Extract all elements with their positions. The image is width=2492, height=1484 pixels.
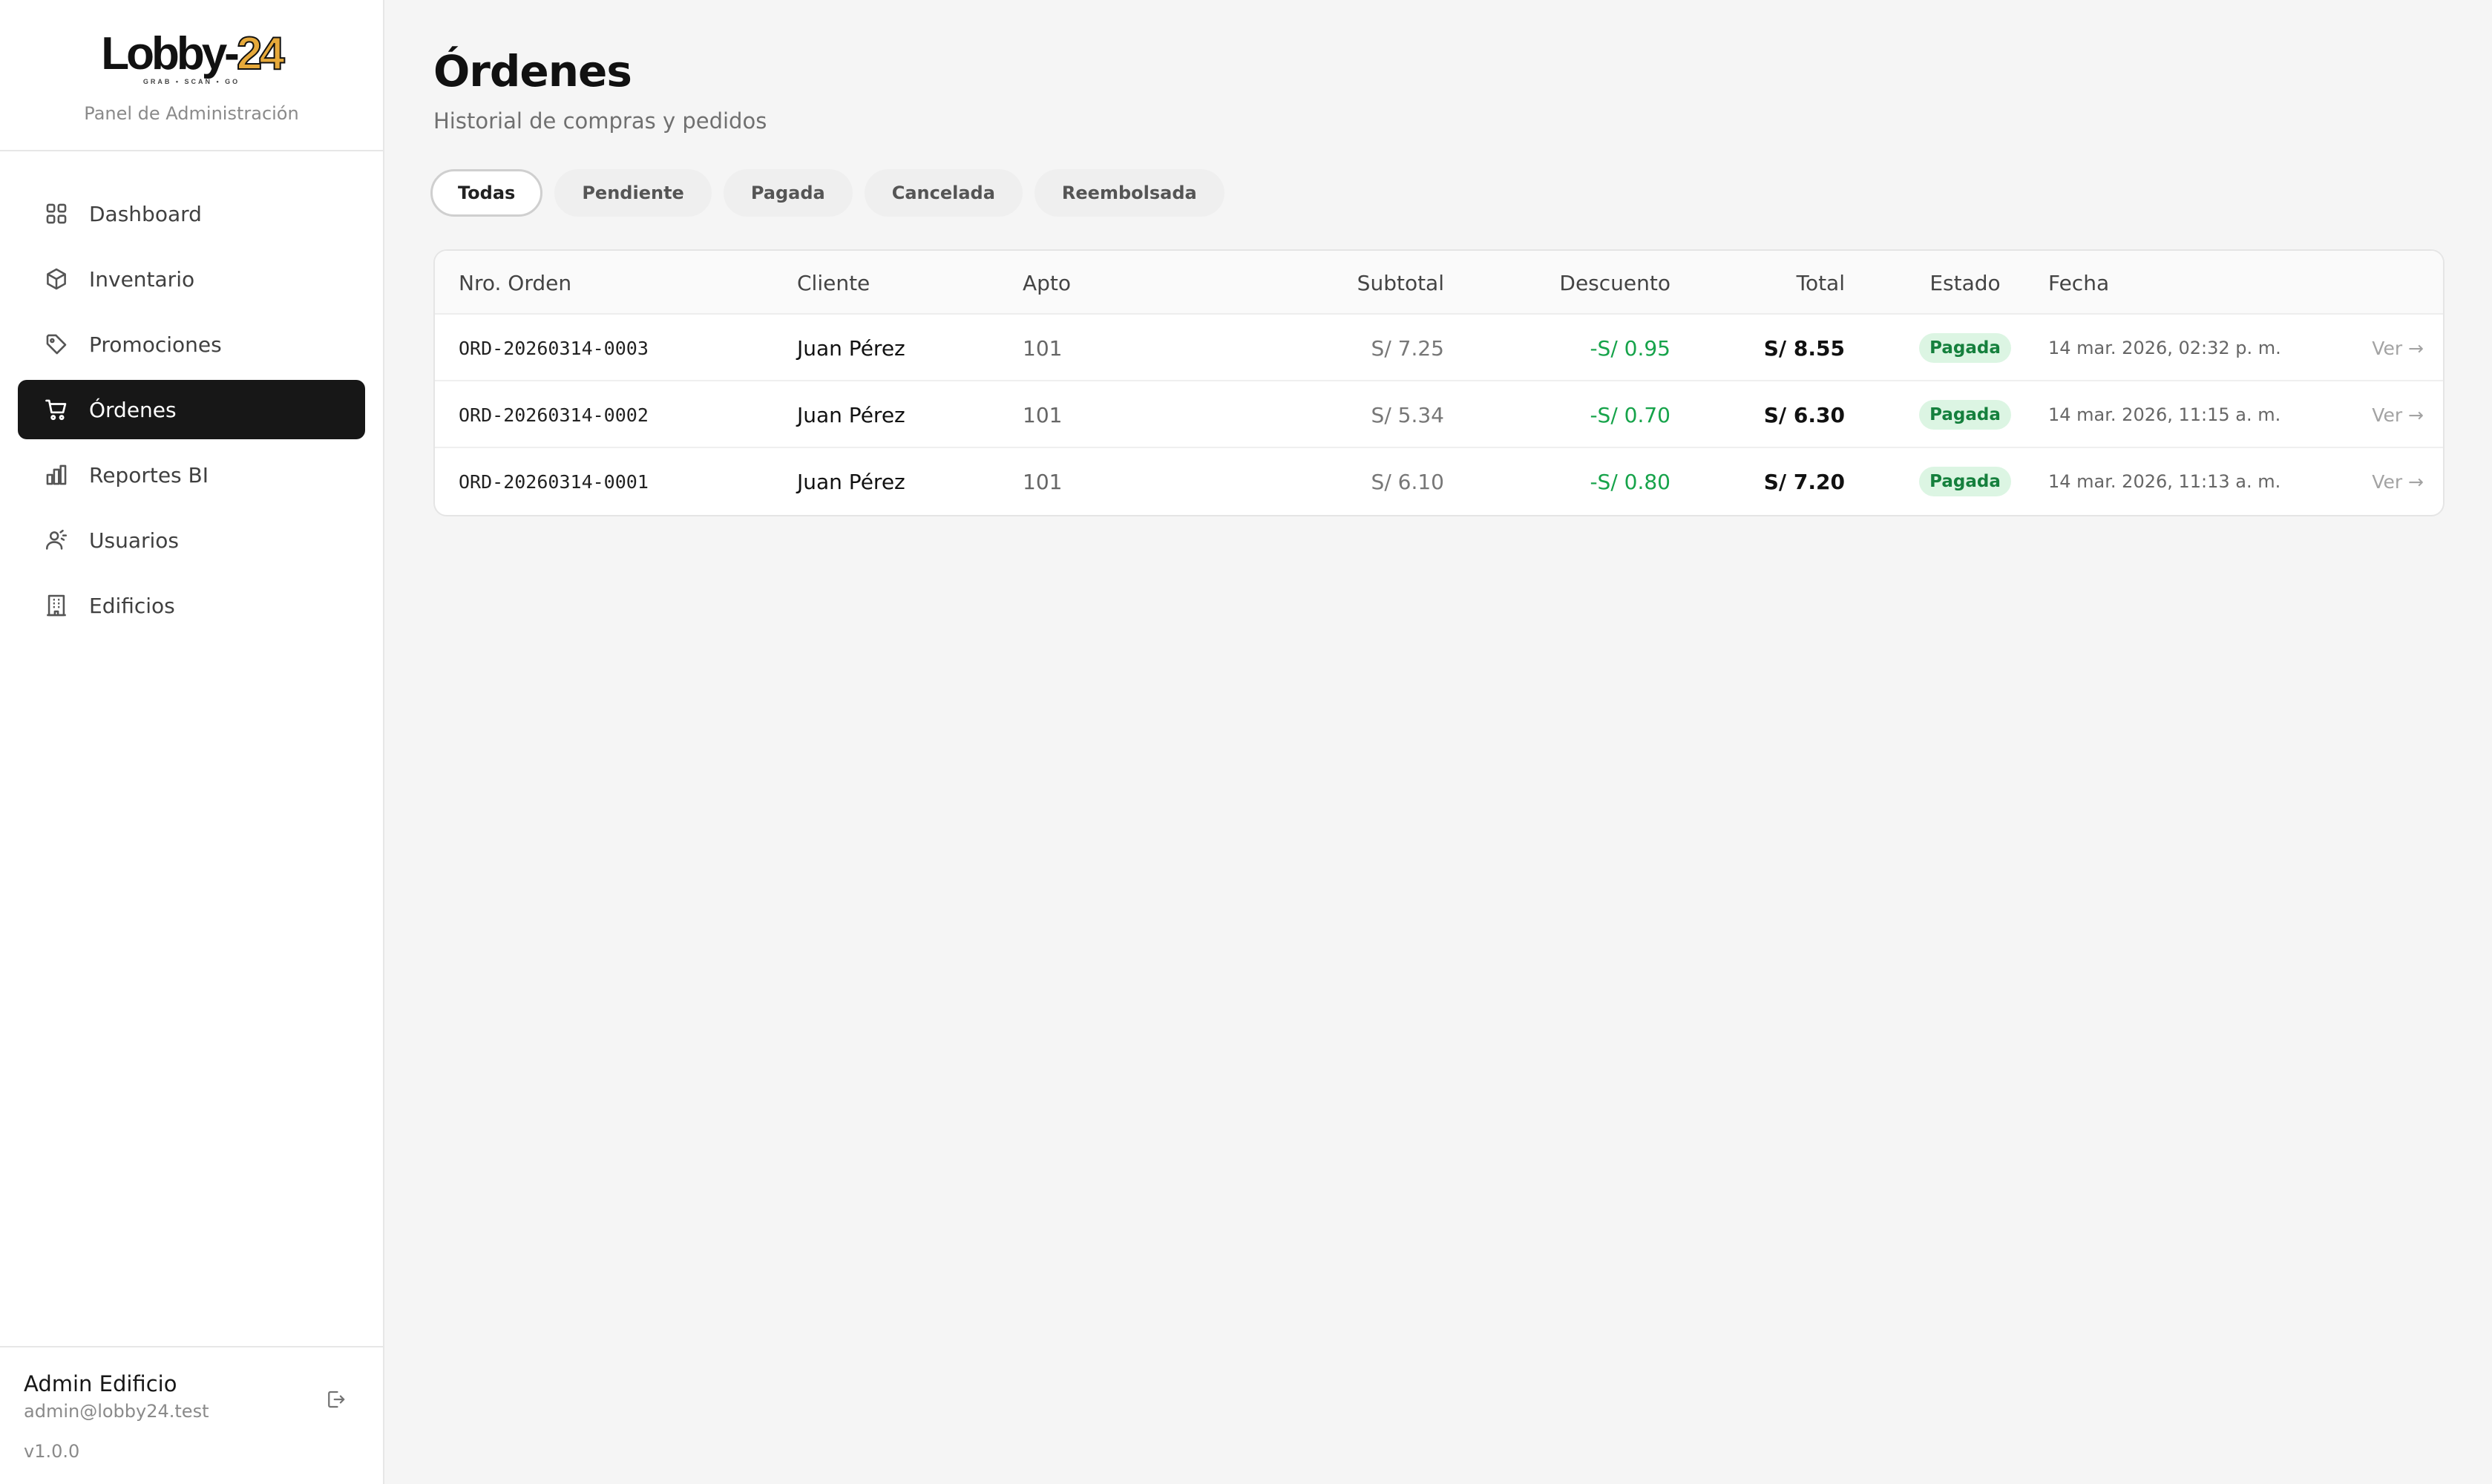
users-icon	[43, 527, 70, 554]
sidebar-item-label: Dashboard	[89, 201, 202, 226]
column-header-client: Cliente	[797, 270, 870, 295]
sidebar-footer: Admin Edificio admin@lobby24.test v1.0.0	[0, 1346, 383, 1484]
user-email: admin@lobby24.test	[24, 1401, 209, 1422]
logo-accent-text: 24	[236, 28, 286, 79]
sidebar-item-dashboard[interactable]: Dashboard	[18, 184, 365, 243]
grid-icon	[43, 200, 70, 227]
discount: -S/ 0.95	[1590, 335, 1670, 361]
sidebar-item-ordenes[interactable]: Órdenes	[18, 380, 365, 439]
table-row[interactable]: ORD-20260314-0001 Juan Pérez 101 S/ 6.10…	[435, 448, 2443, 515]
discount: -S/ 0.80	[1590, 469, 1670, 494]
sidebar-item-label: Órdenes	[89, 397, 177, 422]
page-subtitle: Historial de compras y pedidos	[433, 108, 767, 134]
sidebar: Lobby-24 GRAB • SCAN • GO Panel de Admin…	[0, 0, 384, 1484]
status-badge: Pagada	[1919, 467, 2011, 496]
status-cell: Pagada	[1898, 315, 2032, 381]
logo-tagline: GRAB • SCAN • GO	[142, 78, 240, 85]
sidebar-item-promociones[interactable]: Promociones	[18, 315, 365, 374]
total: S/ 6.30	[1763, 402, 1845, 427]
sidebar-item-label: Edificios	[89, 593, 175, 618]
subtotal: S/ 6.10	[1371, 469, 1444, 494]
filter-reembolsada[interactable]: Reembolsada	[1034, 169, 1224, 217]
apartment: 101	[1023, 335, 1063, 361]
filter-pagada[interactable]: Pagada	[723, 169, 853, 217]
subtotal: S/ 5.34	[1371, 402, 1444, 427]
view-order-link[interactable]: Ver →	[2372, 404, 2424, 426]
app-version: v1.0.0	[24, 1441, 80, 1462]
client-name: Juan Pérez	[797, 335, 905, 361]
orders-table: Nro. Orden Cliente Apto Subtotal Descuen…	[433, 249, 2445, 516]
order-date: 14 mar. 2026, 11:15 a. m.	[2048, 404, 2281, 425]
brand: Lobby-24 GRAB • SCAN • GO Panel de Admin…	[0, 0, 383, 151]
sidebar-item-label: Promociones	[89, 332, 222, 357]
column-header-order: Nro. Orden	[459, 270, 572, 295]
user-name: Admin Edificio	[24, 1371, 177, 1396]
sidebar-item-label: Usuarios	[89, 528, 179, 553]
logout-button[interactable]	[322, 1386, 349, 1413]
apartment: 101	[1023, 469, 1063, 494]
column-header-subtotal: Subtotal	[1357, 270, 1444, 295]
table-row[interactable]: ORD-20260314-0002 Juan Pérez 101 S/ 5.34…	[435, 381, 2443, 448]
status-cell: Pagada	[1898, 381, 2032, 448]
subtotal: S/ 7.25	[1371, 335, 1444, 361]
page-title: Órdenes	[433, 46, 632, 96]
cart-icon	[43, 396, 70, 423]
status-filter-bar: Todas Pendiente Pagada Cancelada Reembol…	[430, 169, 1224, 217]
view-order-link[interactable]: Ver →	[2372, 337, 2424, 359]
tag-icon	[43, 331, 70, 358]
column-header-discount: Descuento	[1559, 270, 1670, 295]
bar-chart-icon	[43, 462, 70, 488]
sidebar-item-usuarios[interactable]: Usuarios	[18, 510, 365, 570]
logo[interactable]: Lobby-24 GRAB • SCAN • GO	[101, 28, 286, 86]
column-header-total: Total	[1796, 270, 1845, 295]
view-order-link[interactable]: Ver →	[2372, 470, 2424, 493]
main-content: Órdenes Historial de compras y pedidos T…	[386, 0, 2492, 1484]
logout-icon	[328, 1391, 345, 1408]
status-badge: Pagada	[1919, 400, 2011, 430]
order-number: ORD-20260314-0001	[459, 470, 649, 493]
order-number: ORD-20260314-0003	[459, 337, 649, 359]
filter-todas[interactable]: Todas	[430, 169, 543, 217]
client-name: Juan Pérez	[797, 402, 905, 427]
column-header-status: Estado	[1929, 270, 2001, 295]
brand-subtitle: Panel de Administración	[84, 103, 299, 124]
discount: -S/ 0.70	[1590, 402, 1670, 427]
sidebar-item-reportes-bi[interactable]: Reportes BI	[18, 445, 365, 505]
filter-cancelada[interactable]: Cancelada	[864, 169, 1023, 217]
filter-pendiente[interactable]: Pendiente	[554, 169, 712, 217]
box-icon	[43, 266, 70, 292]
sidebar-item-edificios[interactable]: Edificios	[18, 576, 365, 635]
sidebar-item-inventario[interactable]: Inventario	[18, 249, 365, 309]
status-badge: Pagada	[1919, 333, 2011, 363]
client-name: Juan Pérez	[797, 469, 905, 494]
order-date: 14 mar. 2026, 02:32 p. m.	[2048, 338, 2281, 358]
table-header: Nro. Orden Cliente Apto Subtotal Descuen…	[435, 251, 2443, 315]
sidebar-item-label: Reportes BI	[89, 462, 209, 487]
total: S/ 8.55	[1763, 335, 1845, 361]
logo-main-text: Lobby-	[101, 28, 240, 79]
sidebar-nav: Dashboard Inventario Promociones Órdenes…	[0, 151, 383, 635]
status-cell: Pagada	[1898, 448, 2032, 515]
sidebar-item-label: Inventario	[89, 266, 195, 292]
apartment: 101	[1023, 402, 1063, 427]
column-header-date: Fecha	[2048, 270, 2110, 295]
table-row[interactable]: ORD-20260314-0003 Juan Pérez 101 S/ 7.25…	[435, 315, 2443, 381]
order-date: 14 mar. 2026, 11:13 a. m.	[2048, 471, 2281, 492]
column-header-apto: Apto	[1023, 270, 1072, 295]
building-icon	[43, 592, 70, 619]
total: S/ 7.20	[1763, 469, 1845, 494]
order-number: ORD-20260314-0002	[459, 404, 649, 426]
